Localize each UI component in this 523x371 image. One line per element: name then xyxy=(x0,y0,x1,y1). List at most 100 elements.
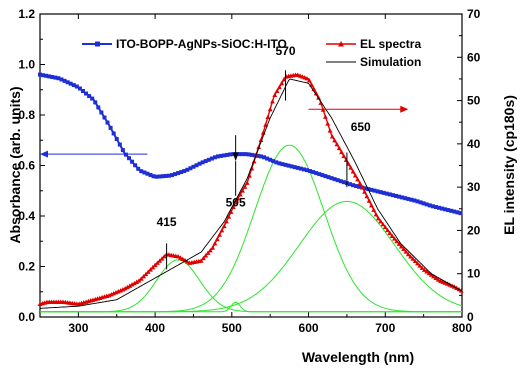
absorbance-marker xyxy=(421,201,426,206)
el-spectra-marker xyxy=(339,149,344,155)
el-spectra-marker xyxy=(325,121,331,126)
absorbance-marker xyxy=(47,74,52,79)
absorbance-marker xyxy=(44,73,49,78)
absorbance-marker xyxy=(436,205,441,210)
absorbance-marker xyxy=(71,83,76,88)
absorbance-marker xyxy=(212,155,217,160)
el-spectra-marker xyxy=(138,276,144,281)
absorbance-marker xyxy=(397,194,402,199)
el-spectra-marker xyxy=(362,189,367,194)
gaussian-component-line xyxy=(40,259,462,313)
el-spectra-marker xyxy=(378,218,384,224)
el-spectra-marker xyxy=(198,258,204,263)
axis-ticks: 300 400 500 600 700 800 0.0 0.2 0.4 0.6 0.8 1.0 1.2 0… xyxy=(18,7,480,335)
legend-simulation-label: Simulation xyxy=(360,55,421,69)
y-left-tick-label: 0.8 xyxy=(18,108,35,122)
absorbance-marker xyxy=(65,80,70,85)
legend: ITO-BOPP-AgNPs-SiOC:H-ITO EL spectra Simul… xyxy=(82,37,421,69)
peak-arrow-head xyxy=(232,152,239,162)
absorbance-marker xyxy=(354,184,359,189)
plot-curves xyxy=(37,72,464,313)
el-spectra-marker xyxy=(375,216,381,221)
el-spectra-marker xyxy=(401,246,407,252)
el-spectra-marker xyxy=(366,198,372,203)
el-spectra-marker xyxy=(357,180,363,186)
el-spectra-marker xyxy=(203,253,209,258)
absorbance-marker xyxy=(102,115,107,120)
absorbance-marker xyxy=(203,159,208,164)
absorbance-marker xyxy=(427,203,432,208)
el-spectra-marker xyxy=(258,137,264,142)
x-tick-label: 300 xyxy=(68,321,88,335)
absorbance-marker xyxy=(443,207,448,212)
el-spectra-marker xyxy=(403,249,409,254)
el-spectra-marker xyxy=(329,134,335,139)
el-spectra-marker xyxy=(359,184,365,190)
absorbance-marker xyxy=(38,72,42,77)
el-spectra-marker xyxy=(272,92,278,97)
el-spectra-marker xyxy=(201,255,206,261)
absorbance-marker xyxy=(369,187,374,192)
absorbance-marker xyxy=(80,89,85,94)
y-left-tick-label: 0.2 xyxy=(18,260,35,274)
absorbance-marker xyxy=(133,163,138,168)
el-spectra-marker xyxy=(127,283,133,288)
el-spectra-marker xyxy=(244,180,250,185)
absorbance-marker xyxy=(194,163,199,168)
absorbance-marker xyxy=(222,153,227,158)
y-right-tick-label: 50 xyxy=(467,94,481,108)
y-left-tick-label: 0.0 xyxy=(18,310,35,324)
absorbance-marker xyxy=(68,81,73,86)
el-spectra-marker xyxy=(364,193,370,199)
absorbance-marker xyxy=(74,84,79,89)
absorbance-marker xyxy=(433,205,438,210)
el-spectra-marker xyxy=(237,192,243,197)
el-spectra-marker xyxy=(217,232,222,237)
el-spectra-marker xyxy=(129,282,135,287)
absorbance-marker xyxy=(258,154,263,159)
el-spectra-marker xyxy=(270,99,275,104)
absorbance-marker xyxy=(123,152,128,157)
absorbance-marker xyxy=(406,196,411,201)
absorbance-marker xyxy=(363,186,368,191)
el-spectra-marker xyxy=(373,212,379,217)
x-tick-label: 700 xyxy=(375,321,395,335)
el-spectra-marker xyxy=(392,236,397,241)
absorbance-marker xyxy=(341,180,346,185)
absorbance-marker xyxy=(240,152,245,157)
absorbance-marker xyxy=(329,176,334,181)
absorbance-marker xyxy=(400,195,405,200)
absorbance-marker xyxy=(378,190,383,195)
el-spectra-marker xyxy=(240,188,245,193)
absorbance-marker xyxy=(292,165,297,170)
absorbance-marker xyxy=(452,209,457,214)
absorbance-marker xyxy=(185,167,190,172)
absorbance-marker xyxy=(314,171,319,176)
el-spectra-marker xyxy=(180,256,186,261)
el-spectra-marker xyxy=(385,227,390,233)
el-spectra-marker xyxy=(424,269,430,274)
absorbance-marker xyxy=(166,173,171,178)
absorbance-marker xyxy=(157,174,162,179)
absorbance-marker xyxy=(351,183,356,188)
absorbance-marker xyxy=(320,173,325,178)
absorbance-marker xyxy=(228,152,233,157)
absorbance-marker xyxy=(136,166,141,171)
peak-label: 570 xyxy=(276,44,296,58)
el-spectra-marker xyxy=(150,264,156,270)
el-spectra-marker xyxy=(175,254,181,259)
y-right-tick-label: 60 xyxy=(467,50,481,64)
el-spectra-marker xyxy=(369,202,374,208)
absorbance-marker xyxy=(56,76,61,81)
absorbance-marker xyxy=(295,165,300,170)
el-spectra-marker xyxy=(230,204,236,210)
absorbance-marker xyxy=(197,161,202,166)
absorbance-marker xyxy=(384,191,389,196)
absorbance-marker xyxy=(409,197,414,202)
el-spectra-marker xyxy=(212,241,218,246)
absorbance-marker xyxy=(323,174,328,179)
el-spectra-marker xyxy=(415,260,420,266)
peak-label: 650 xyxy=(351,120,371,134)
absorbance-marker xyxy=(139,169,144,174)
absorbance-marker xyxy=(148,172,153,177)
